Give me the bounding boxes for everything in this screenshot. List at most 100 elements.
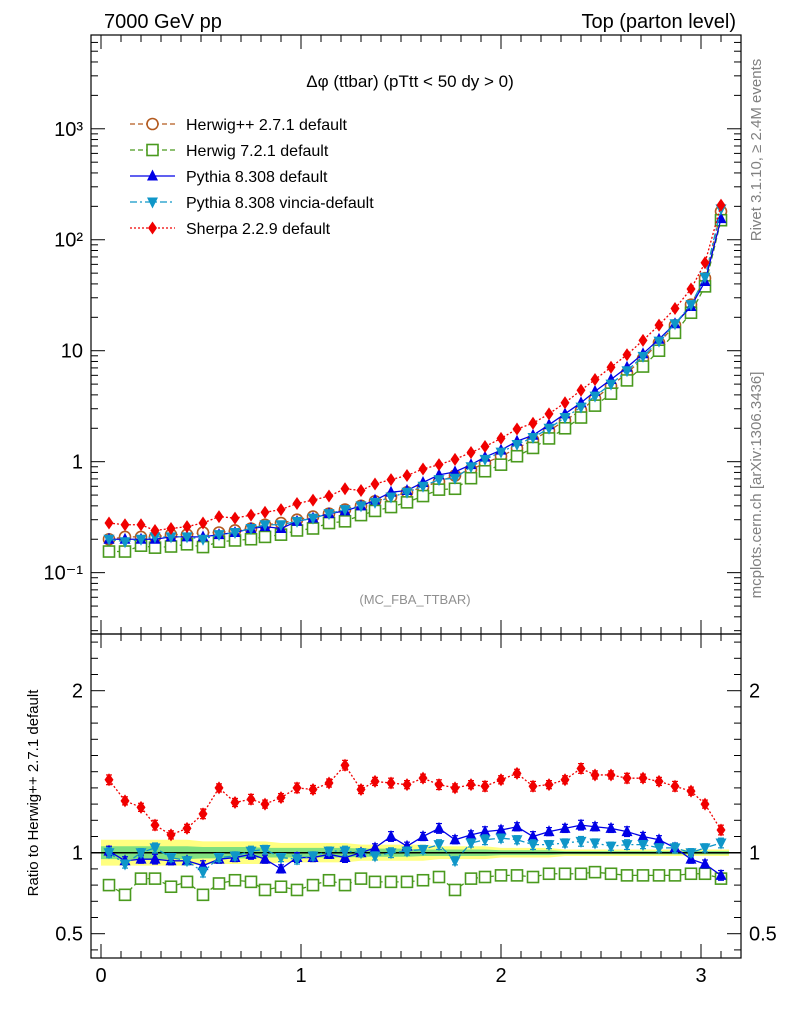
data-point [259, 520, 271, 532]
data-point [559, 821, 571, 833]
data-point [479, 825, 491, 837]
data-point [384, 875, 398, 889]
data-point [466, 445, 476, 459]
data-point [480, 779, 490, 793]
data-point [637, 351, 649, 363]
legend-label: Pythia 8.308 vincia-default [186, 195, 374, 212]
data-point [213, 853, 225, 865]
data-point [417, 844, 429, 856]
data-point [560, 396, 570, 410]
data-point [448, 482, 462, 496]
data-point [637, 840, 649, 852]
rivet-label: Rivet 3.1.10, ≥ 2.4M events [748, 59, 765, 242]
data-point [543, 423, 555, 435]
series-3 [103, 204, 727, 549]
x-tick-label: 2 [495, 965, 506, 987]
data-point [621, 366, 633, 378]
data-point [275, 853, 287, 865]
data-point [636, 869, 650, 882]
data-point [198, 807, 208, 821]
data-point [356, 783, 366, 797]
legend-label: Herwig++ 2.7.1 default [186, 117, 348, 134]
data-point [685, 848, 697, 860]
data-point [622, 348, 632, 362]
data-point [180, 875, 194, 889]
y-tick-label: 10³ [54, 119, 83, 141]
data-point [260, 505, 270, 519]
legend-label: Pythia 8.308 default [186, 169, 328, 186]
data-point [589, 820, 601, 832]
data-point [402, 469, 412, 483]
data-point [588, 865, 602, 879]
data-point [369, 851, 381, 863]
data-point [449, 465, 461, 477]
data-point [416, 873, 430, 887]
data-point [543, 840, 555, 852]
data-point [120, 794, 130, 808]
series-0 [102, 865, 728, 902]
legend-marker [147, 197, 158, 209]
data-point [118, 888, 132, 902]
legend-marker [146, 143, 159, 157]
y-tick-label: 2 [72, 681, 83, 703]
series-1 [103, 818, 727, 881]
data-point [135, 534, 147, 546]
data-point [450, 452, 460, 466]
legend-marker [148, 221, 157, 235]
data-point [620, 869, 634, 882]
data-point [575, 402, 587, 414]
data-point [182, 821, 192, 835]
data-point [292, 781, 302, 795]
data-point [478, 464, 492, 478]
data-point [275, 520, 287, 532]
data-point [654, 774, 664, 788]
data-point [323, 846, 335, 858]
series-line [109, 220, 722, 553]
data-point [558, 867, 572, 881]
data-point [575, 836, 587, 848]
data-point [276, 791, 286, 805]
data-point [368, 875, 382, 889]
data-point [715, 838, 727, 850]
data-point [385, 848, 397, 860]
data-point [511, 835, 523, 847]
data-point [417, 481, 429, 493]
data-point [355, 501, 367, 513]
data-point [275, 862, 287, 874]
data-point [198, 516, 208, 530]
data-point [355, 848, 367, 860]
data-point [385, 492, 397, 504]
data-point [150, 818, 160, 832]
data-point [276, 503, 286, 517]
data-point [229, 851, 241, 863]
data-point [149, 532, 161, 544]
data-point [306, 878, 320, 892]
data-point [228, 873, 242, 887]
data-point [605, 841, 617, 853]
y-tick-label-right: 0.5 [749, 924, 777, 946]
data-point [559, 413, 571, 425]
data-point [715, 868, 727, 880]
data-point [479, 454, 491, 466]
data-point [576, 761, 586, 775]
data-point [181, 856, 193, 868]
data-point [181, 532, 193, 544]
data-point [527, 433, 539, 445]
data-point [496, 773, 506, 787]
data-point [386, 776, 396, 790]
data-point [653, 843, 665, 855]
y-tick-label: 1 [72, 843, 83, 865]
data-point [605, 821, 617, 833]
data-point [495, 823, 507, 835]
data-point [369, 841, 381, 853]
watermark-label: (MC_FBA_TTBAR) [359, 592, 470, 607]
data-point [670, 779, 680, 793]
data-point [699, 843, 711, 855]
data-point [290, 883, 304, 897]
data-point [166, 521, 176, 535]
data-point [338, 515, 352, 528]
data-point [511, 439, 523, 451]
data-point [197, 534, 209, 546]
data-point [134, 872, 148, 885]
data-point [400, 875, 414, 889]
